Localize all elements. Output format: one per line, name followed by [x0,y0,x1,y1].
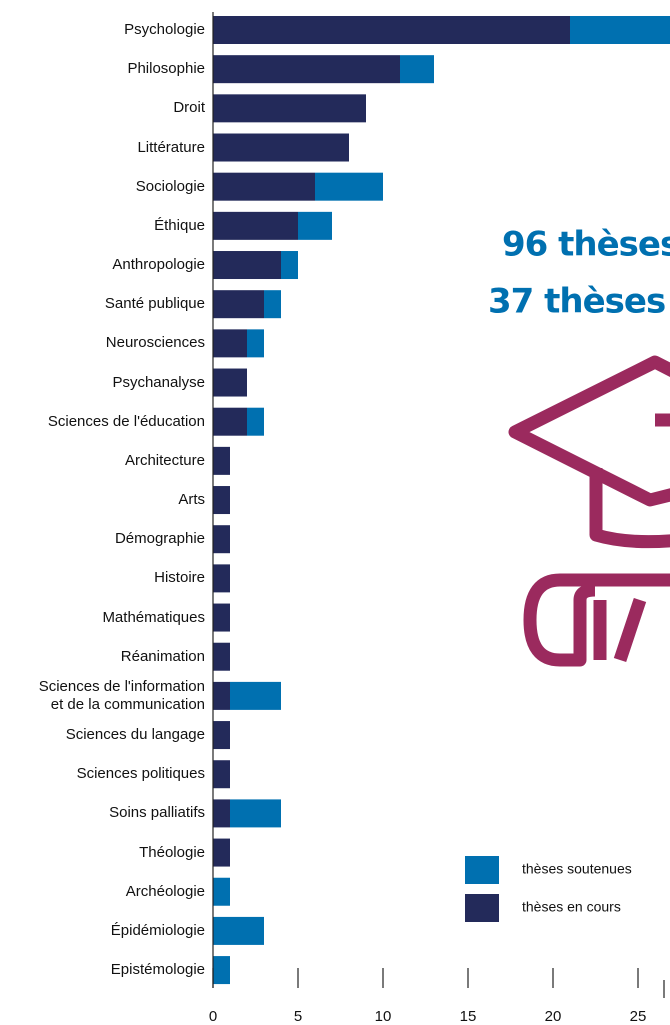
bar [213,251,281,280]
category-label: Philosophie [127,60,205,78]
x-tick-label: 20 [545,1008,562,1025]
category-label: Sociologie [135,177,205,195]
x-tick-label: 25 [630,1008,647,1025]
bar [213,329,247,358]
category-label: Sciences de l'éducation [47,412,205,430]
category-label: Santé publique [104,295,205,313]
category-label: Sciences du langage [65,726,205,744]
category-label: Architecture [124,451,205,469]
bar [213,446,230,475]
bar [230,799,281,828]
bar [247,329,264,358]
bar [213,916,264,945]
category-label: Sciences de l'information et de la commu… [38,677,205,713]
bar [213,211,298,240]
bar [213,799,230,828]
bar [213,760,230,789]
x-tick-label: 10 [375,1008,392,1025]
legend-swatch [465,894,499,922]
category-label: Théologie [139,843,205,861]
icon [508,355,670,667]
bar [213,172,315,201]
category-label: Archéologie [125,882,205,900]
category-label: Réanimation [120,647,205,665]
bar [213,838,230,867]
bar [570,16,670,44]
bar [213,642,230,671]
category-label: Démographie [114,530,205,548]
bar [264,290,281,319]
category-label: Éthique [154,216,205,234]
headline: 37 thèses s [488,282,670,322]
bar [213,16,570,44]
bar [213,368,247,397]
bar [213,603,230,632]
category-label: Histoire [154,569,205,587]
bar [315,172,383,201]
bar [213,564,230,593]
bar [400,55,434,84]
category-label: Sciences politiques [76,765,205,783]
category-label: Psychanalyse [112,373,205,391]
bar [213,486,230,515]
bar [213,956,230,985]
category-label: Littérature [137,138,205,156]
category-label: Psychologie [124,21,205,38]
bar [213,94,366,123]
bar [213,877,230,906]
legend-swatch [465,856,499,884]
bar [213,525,230,554]
category-label: Arts [178,491,205,509]
x-tick-label: 0 [209,1008,217,1025]
category-label: Soins palliatifs [109,804,205,822]
x-tick-label: 15 [460,1008,477,1025]
bar [213,721,230,750]
headline: 96 thèses [502,225,670,265]
category-label: Neurosciences [105,334,205,352]
bar [230,681,281,710]
category-label: Épidémiologie [110,921,205,939]
bar [247,407,264,436]
legend-label: thèses en cours [522,899,621,915]
category-label: Anthropologie [112,256,205,274]
bar [213,681,230,710]
bar [281,251,298,280]
bar [213,133,349,162]
legend-label: thèses soutenues [522,861,632,877]
category-label: Droit [173,99,205,117]
bar [213,407,247,436]
x-tick-label: 5 [294,1008,302,1025]
bar [298,211,332,240]
category-label: Epistémologie [110,961,205,979]
category-label: Mathématiques [102,608,205,626]
bar [213,55,400,84]
bar [213,290,264,319]
